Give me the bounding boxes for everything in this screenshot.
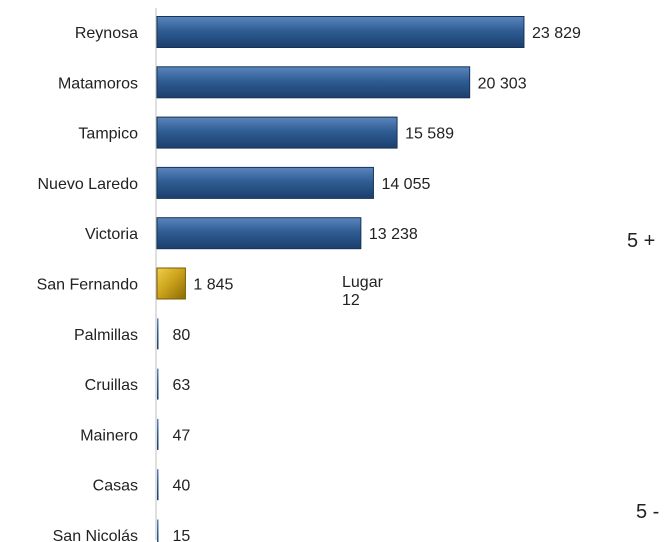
value-label-nuevo-laredo: 14 055 bbox=[381, 176, 430, 193]
category-label-victoria: Victoria bbox=[85, 226, 138, 243]
value-label-casas: 40 bbox=[173, 478, 191, 495]
bar-tampico bbox=[156, 116, 398, 149]
bar-cruillas bbox=[157, 368, 159, 400]
category-label-reynosa: Reynosa bbox=[75, 25, 138, 42]
bar-san-fernando bbox=[156, 267, 186, 300]
value-label-matamoros: 20 303 bbox=[478, 75, 527, 92]
bar-matamoros bbox=[156, 66, 471, 99]
category-label-casas: Casas bbox=[93, 478, 138, 495]
value-label-mainero: 47 bbox=[173, 427, 191, 444]
side-label-top: 5 + bbox=[627, 230, 656, 252]
category-label-tampico: Tampico bbox=[78, 126, 138, 143]
value-label-tampico: 15 589 bbox=[405, 126, 454, 143]
category-label-nuevo-laredo: Nuevo Laredo bbox=[37, 176, 138, 193]
bar-victoria bbox=[156, 217, 362, 250]
category-label-matamoros: Matamoros bbox=[58, 75, 138, 92]
category-label-san-fernando: San Fernando bbox=[37, 277, 139, 294]
category-label-mainero: Mainero bbox=[80, 427, 138, 444]
category-label-palmillas: Palmillas bbox=[74, 327, 138, 344]
value-label-cruillas: 63 bbox=[173, 377, 191, 394]
category-label-cruillas: Cruillas bbox=[85, 377, 138, 394]
rank-annotation: Lugar 12 bbox=[342, 274, 383, 310]
rank-annotation-line1: Lugar bbox=[342, 274, 383, 291]
bar-mainero bbox=[157, 418, 159, 450]
bar-palmillas bbox=[157, 318, 159, 350]
side-label-bottom: 5 - bbox=[636, 501, 660, 523]
bar-casas bbox=[157, 469, 159, 501]
bar-reynosa bbox=[156, 16, 525, 48]
value-label-san-nicolas: 15 bbox=[173, 528, 191, 542]
value-label-reynosa: 23 829 bbox=[532, 25, 581, 42]
value-label-san-fernando: 1 845 bbox=[193, 277, 233, 294]
bar-san-nicolas bbox=[157, 519, 159, 542]
value-label-victoria: 13 238 bbox=[369, 226, 418, 243]
value-label-palmillas: 80 bbox=[173, 327, 191, 344]
rank-annotation-line2: 12 bbox=[342, 292, 360, 309]
bar-nuevo-laredo bbox=[156, 166, 374, 199]
category-label-san-nicolas: San Nicolás bbox=[53, 528, 138, 542]
